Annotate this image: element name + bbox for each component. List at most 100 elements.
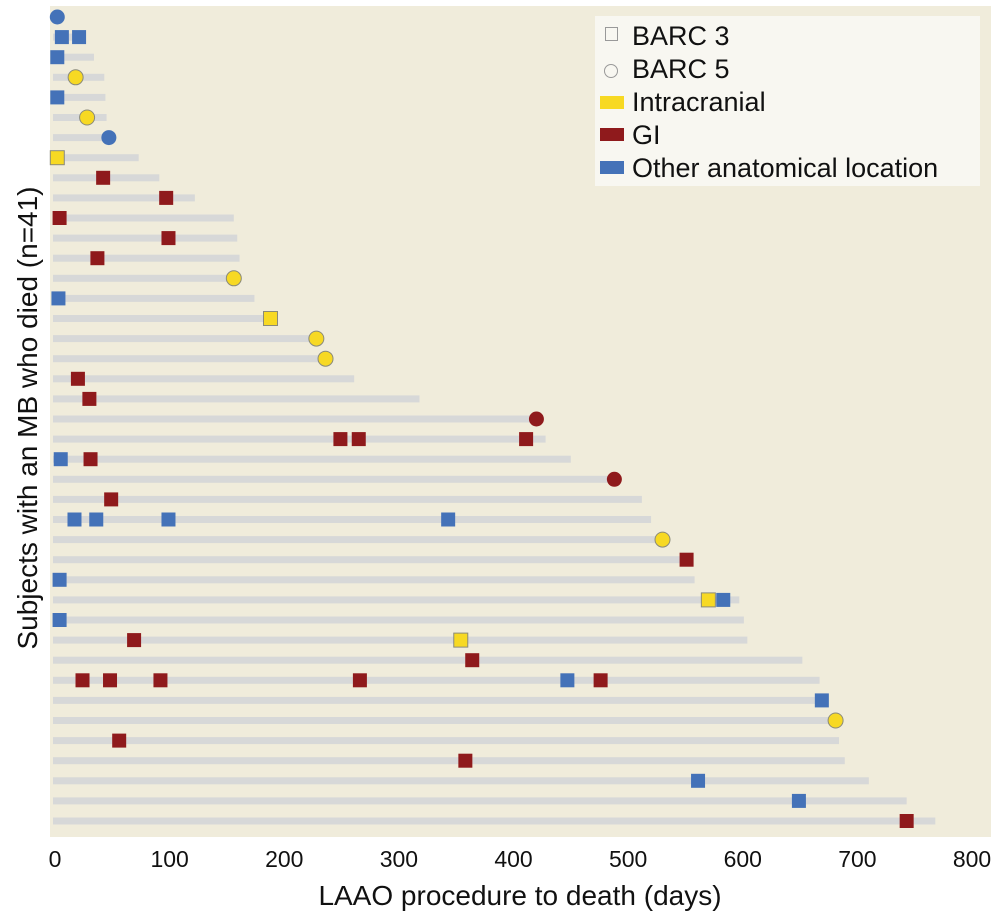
legend-label-gi: GI: [632, 120, 661, 150]
x-axis-ticks: 0 100 200 300 400 500 600 700 800: [49, 846, 992, 872]
barc3-event-marker: [75, 673, 90, 688]
subject-bar: [53, 757, 845, 765]
subject-bar: [53, 234, 238, 242]
barc3-event-marker: [333, 432, 348, 447]
subject-bar: [53, 696, 829, 704]
barc5-event-marker: [49, 9, 65, 25]
subject-bar: [53, 737, 840, 745]
barc3-event-marker: [103, 673, 118, 688]
barc5-event-marker: [528, 411, 544, 427]
subject-bar: [53, 335, 315, 343]
y-axis-title: Subjects with an MB who died (n=41): [12, 186, 43, 649]
barc3-event-marker: [458, 753, 473, 768]
x-tick-label: 0: [49, 846, 62, 872]
barc5-circle-icon: [604, 64, 618, 78]
subject-bar: [53, 536, 661, 544]
subject-bar: [53, 475, 613, 483]
barc3-event-marker: [70, 371, 85, 386]
barc3-event-marker: [104, 492, 119, 507]
x-tick-label: 400: [494, 846, 532, 872]
subject-bar: [53, 495, 642, 503]
subject-bar: [53, 516, 652, 523]
barc3-event-marker: [112, 733, 127, 748]
legend-label-barc3: BARC 3: [632, 21, 730, 51]
barc3-event-marker: [679, 552, 694, 567]
barc3-event-marker: [814, 693, 829, 708]
bleeding-event-markers: [49, 9, 914, 828]
barc3-event-marker: [49, 150, 65, 166]
barc3-event-marker: [351, 432, 366, 447]
barc3-event-marker: [153, 673, 168, 688]
barc5-event-marker: [79, 109, 96, 126]
legend-label-other: Other anatomical location: [632, 153, 938, 183]
subject-bar: [53, 435, 546, 443]
legend: BARC 3 BARC 5 Intracranial GI Other anat…: [595, 16, 980, 186]
x-tick-label: 700: [838, 846, 876, 872]
barc3-event-marker: [161, 512, 176, 527]
barc3-event-marker: [54, 30, 69, 45]
x-tick-label: 500: [609, 846, 647, 872]
subject-bar: [53, 777, 869, 785]
subject-bar: [53, 194, 195, 202]
barc3-event-marker: [53, 452, 68, 467]
barc3-event-marker: [700, 592, 716, 608]
barc3-event-marker: [89, 512, 104, 527]
intracranial-swatch-icon: [600, 96, 624, 109]
subject-bar: [53, 556, 693, 564]
barc3-event-marker: [52, 613, 67, 627]
barc3-event-marker: [352, 673, 367, 688]
barc3-event-marker: [82, 391, 97, 406]
subject-bar: [53, 274, 232, 282]
legend-label-intracranial: Intracranial: [632, 87, 766, 117]
barc3-event-marker: [83, 452, 98, 467]
subject-bar: [53, 676, 820, 684]
subject-bar: [53, 797, 907, 805]
barc3-event-marker: [519, 432, 534, 447]
other-location-swatch-icon: [600, 161, 624, 174]
barc3-event-marker: [72, 30, 87, 45]
subject-bar: [53, 134, 109, 142]
subject-bar: [53, 596, 740, 604]
x-tick-label: 600: [724, 846, 762, 872]
legend-label-barc5: BARC 5: [632, 54, 730, 84]
subject-bar: [53, 53, 94, 61]
barc3-event-marker: [899, 814, 914, 828]
barc3-square-icon: [605, 27, 618, 41]
barc5-event-marker: [308, 330, 325, 347]
subject-bar: [53, 656, 803, 664]
subject-bars: [53, 13, 936, 825]
subject-bar: [53, 294, 255, 302]
subject-bar: [53, 455, 571, 463]
subject-bar: [53, 214, 234, 222]
subject-bar: [53, 375, 355, 383]
subject-bar: [53, 355, 324, 363]
barc3-event-marker: [96, 170, 111, 185]
barc3-event-marker: [52, 572, 67, 587]
barc3-event-marker: [50, 90, 65, 105]
x-tick-label: 100: [150, 846, 188, 872]
barc3-event-marker: [52, 211, 67, 225]
legend-box: [595, 16, 980, 186]
barc3-event-marker: [67, 512, 82, 527]
x-tick-label: 300: [380, 846, 418, 872]
subject-bar: [53, 254, 240, 262]
barc5-event-marker: [654, 531, 671, 548]
subject-bar: [53, 717, 834, 724]
x-tick-label: 200: [265, 846, 303, 872]
barc3-event-marker: [161, 231, 176, 246]
barc5-event-marker: [317, 350, 334, 367]
gi-swatch-icon: [600, 128, 624, 141]
barc3-event-marker: [453, 632, 469, 648]
barc3-event-marker: [441, 512, 456, 527]
x-axis-title: LAAO procedure to death (days): [318, 880, 721, 911]
subject-bar: [53, 636, 748, 644]
barc3-event-marker: [716, 592, 731, 607]
subject-bar: [53, 817, 936, 825]
subject-bar: [53, 315, 272, 322]
barc3-event-marker: [560, 673, 575, 688]
subject-bar: [53, 415, 535, 423]
subject-bar: [53, 154, 139, 162]
barc5-event-marker: [827, 712, 844, 729]
barc3-event-marker: [51, 291, 66, 306]
